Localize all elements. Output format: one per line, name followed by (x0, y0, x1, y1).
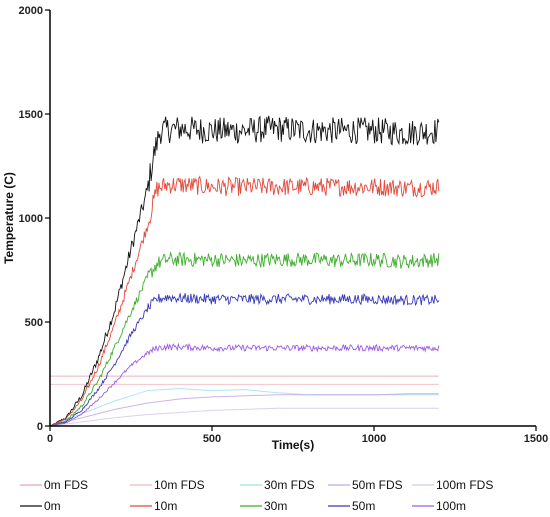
x-tick-label: 0 (47, 433, 53, 445)
series-line-50m-fds (49, 393, 439, 427)
legend-label: 50m FDS (352, 478, 403, 492)
y-axis-title: Temperature (C) (2, 172, 16, 264)
x-tick-label: 1500 (524, 433, 548, 445)
y-tick-label: 0 (37, 421, 43, 433)
series-line-50m (49, 292, 440, 427)
series-line-10m (49, 175, 440, 427)
plot-area (49, 115, 440, 427)
series-line-100m (49, 342, 440, 427)
axes (49, 10, 536, 427)
legend-label: 100m FDS (436, 478, 493, 492)
legend-label: 10m FDS (154, 478, 205, 492)
series-line-0m (49, 115, 440, 427)
y-tick-label: 500 (25, 317, 43, 329)
legend-label: 10m (154, 499, 177, 513)
y-tick-label: 1500 (19, 109, 43, 121)
x-axis-title: Time(s) (272, 438, 314, 452)
x-tick-label: 1000 (362, 433, 386, 445)
y-tick-label: 2000 (19, 5, 43, 17)
legend-label: 0m FDS (44, 478, 88, 492)
legend-label: 30m FDS (264, 478, 315, 492)
legend: 0m FDS 10m FDS 30m FDS 50m FDS 100m FDS 0m 10m… (20, 478, 493, 513)
legend-label: 30m (264, 499, 287, 513)
series-line-30m (49, 251, 440, 427)
y-tick-label: 1000 (19, 213, 43, 225)
axis-ticks: 0 500 1000 1500 0 500 1000 1500 2000 (19, 5, 549, 445)
legend-label: 50m (352, 499, 375, 513)
legend-label: 100m (436, 499, 466, 513)
x-tick-label: 500 (203, 433, 221, 445)
legend-label: 0m (44, 499, 61, 513)
series-line-100m-fds (49, 407, 439, 427)
